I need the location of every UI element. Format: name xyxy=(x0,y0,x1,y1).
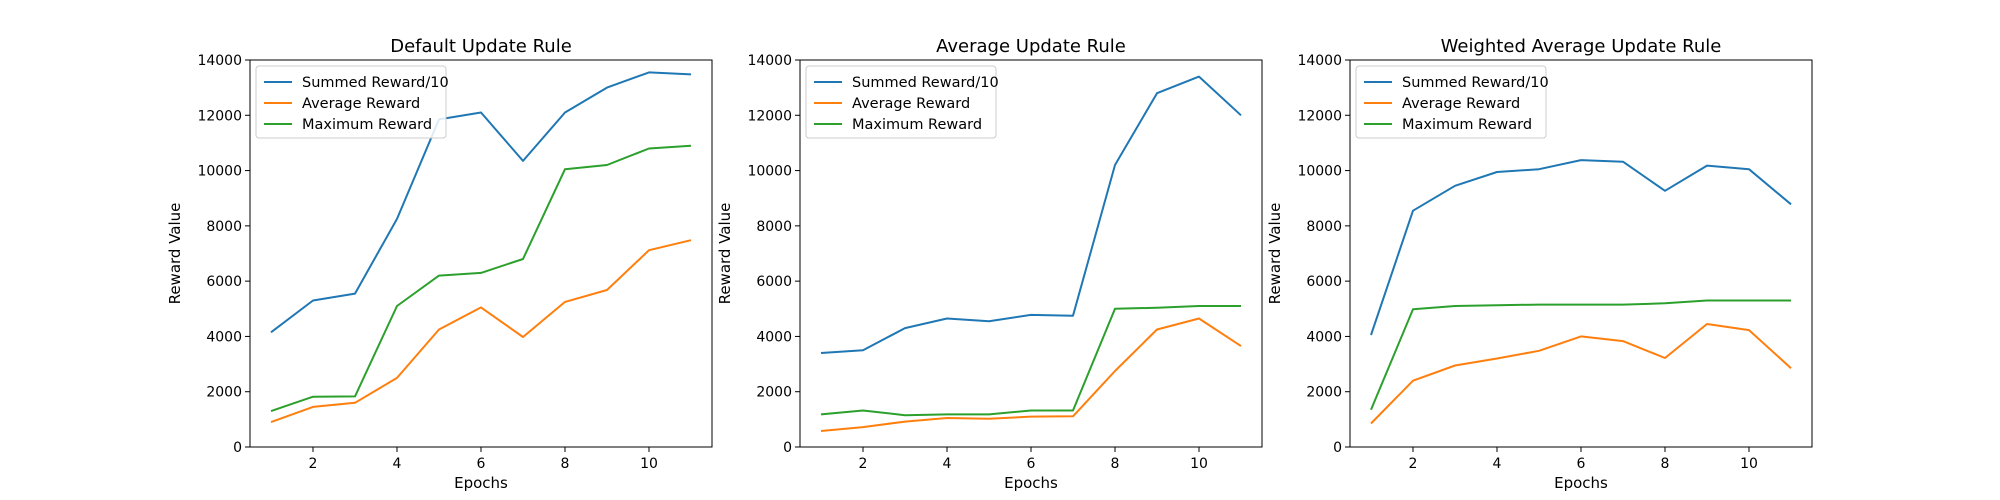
x-tick-label: 2 xyxy=(1409,456,1418,472)
chart-title: Default Update Rule xyxy=(390,36,572,57)
chart-panel-1: 2 4 6 8 10 0 2000 4000 6000 8000 10000 12000 14000 De… xyxy=(166,36,713,492)
y-tick-label: 14000 xyxy=(197,53,242,69)
y-tick-label: 6000 xyxy=(756,274,792,290)
x-tick-label: 2 xyxy=(859,456,868,472)
legend-box xyxy=(255,65,447,139)
legend-label: Average Reward xyxy=(1402,96,1520,112)
legend: Summed Reward/10 Average Reward Maximum Re… xyxy=(255,65,449,139)
y-axis-label: Reward Value xyxy=(166,203,184,305)
x-tick-label: 8 xyxy=(1661,456,1670,472)
legend-box xyxy=(805,65,997,139)
series-line-3 xyxy=(820,305,1241,417)
y-tick-label: 8000 xyxy=(1306,219,1342,235)
y-tick-label: 2000 xyxy=(206,385,242,401)
chart-panel-3: 2 4 6 8 10 0 2000 4000 6000 8000 10000 12000 14000 We… xyxy=(1266,36,1813,492)
y-tick-label: 2000 xyxy=(1306,385,1342,401)
y-tick-label: 14000 xyxy=(1297,53,1342,69)
legend: Summed Reward/10 Average Reward Maximum Re… xyxy=(805,65,999,139)
chart-title: Average Update Rule xyxy=(936,36,1126,57)
y-axis-label: Reward Value xyxy=(1266,203,1284,305)
x-tick-label: 4 xyxy=(1493,456,1502,472)
x-tick-label: 4 xyxy=(943,456,952,472)
y-axis-label: Reward Value xyxy=(716,203,734,305)
x-tick-label: 6 xyxy=(1027,456,1036,472)
y-tick-label: 12000 xyxy=(197,108,242,124)
y-tick-label: 0 xyxy=(1333,440,1342,456)
series-line-2 xyxy=(1370,323,1792,425)
x-axis-label: Epochs xyxy=(1554,474,1608,492)
series-line-3 xyxy=(270,144,692,413)
x-tick-label: 8 xyxy=(1111,456,1120,472)
x-axis-label: Epochs xyxy=(1004,474,1058,492)
series-line-1 xyxy=(1370,159,1792,336)
series-line-2 xyxy=(820,317,1242,432)
x-tick-label: 6 xyxy=(477,456,486,472)
legend-label: Summed Reward/10 xyxy=(302,75,449,91)
y-tick-label: 14000 xyxy=(747,53,792,69)
legend-label: Maximum Reward xyxy=(1402,117,1532,133)
series-line-2 xyxy=(270,239,692,424)
y-tick-label: 4000 xyxy=(1306,329,1342,345)
y-tick-label: 4000 xyxy=(756,329,792,345)
legend-label: Average Reward xyxy=(302,96,420,112)
y-tick-label: 0 xyxy=(233,440,242,456)
y-tick-label: 4000 xyxy=(206,329,242,345)
y-tick-label: 8000 xyxy=(756,219,792,235)
y-tick-label: 10000 xyxy=(747,164,792,180)
x-tick-label: 8 xyxy=(561,456,570,472)
x-tick-label: 10 xyxy=(640,456,658,472)
x-tick-label: 10 xyxy=(1740,456,1758,472)
series-line-3 xyxy=(1370,299,1791,411)
y-tick-label: 10000 xyxy=(197,164,242,180)
chart-panel-2: 2 4 6 8 10 0 2000 4000 6000 8000 10000 12000 14000 Av… xyxy=(716,36,1263,492)
legend-label: Average Reward xyxy=(852,96,970,112)
y-tick-label: 10000 xyxy=(1297,164,1342,180)
y-tick-label: 6000 xyxy=(1306,274,1342,290)
legend-label: Summed Reward/10 xyxy=(852,75,999,91)
y-tick-label: 6000 xyxy=(206,274,242,290)
x-axis-label: Epochs xyxy=(454,474,508,492)
y-tick-label: 12000 xyxy=(1297,108,1342,124)
x-tick-label: 6 xyxy=(1577,456,1586,472)
y-tick-label: 0 xyxy=(783,440,792,456)
legend-label: Maximum Reward xyxy=(852,117,982,133)
legend-box xyxy=(1355,65,1547,139)
series-line-1 xyxy=(270,71,692,334)
legend: Summed Reward/10 Average Reward Maximum Re… xyxy=(1355,65,1549,139)
x-tick-label: 2 xyxy=(309,456,318,472)
legend-label: Maximum Reward xyxy=(302,117,432,133)
y-tick-label: 12000 xyxy=(747,108,792,124)
legend-label: Summed Reward/10 xyxy=(1402,75,1549,91)
x-tick-label: 4 xyxy=(393,456,402,472)
y-tick-label: 8000 xyxy=(206,219,242,235)
chart-title: Weighted Average Update Rule xyxy=(1441,36,1722,57)
x-tick-label: 10 xyxy=(1190,456,1208,472)
y-tick-label: 2000 xyxy=(756,385,792,401)
series-line-1 xyxy=(820,75,1242,354)
